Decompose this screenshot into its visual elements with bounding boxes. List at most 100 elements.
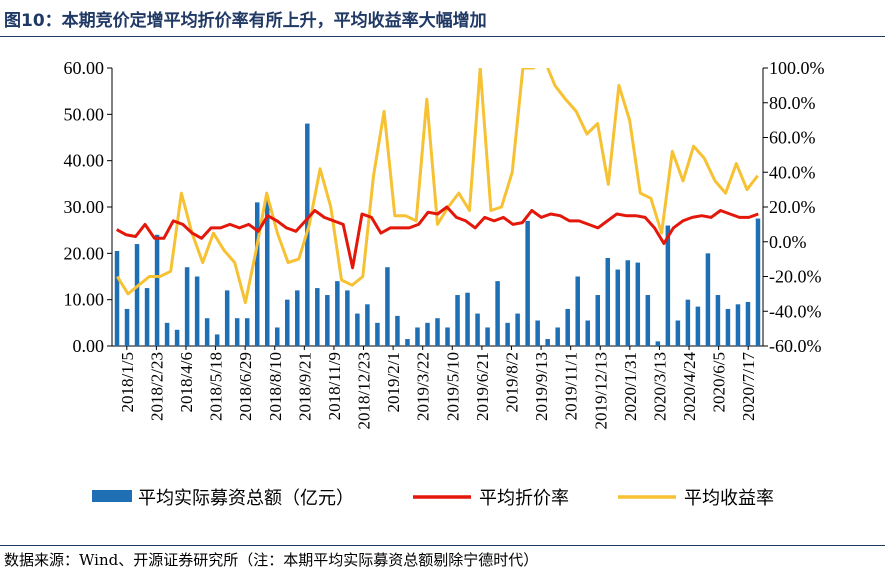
bar [605, 257, 611, 346]
x-tick-label: 2018/11/9 [325, 352, 344, 420]
bar [144, 288, 150, 346]
bar [665, 225, 671, 346]
x-tick-label: 2018/9/21 [295, 352, 314, 421]
bar [565, 308, 570, 346]
bar [435, 318, 440, 346]
left-tick-label: 60.00 [64, 58, 105, 78]
left-tick-label: 40.00 [64, 151, 105, 171]
right-tick-label: 100.0% [769, 58, 825, 78]
left-tick-label: 20.00 [64, 243, 105, 263]
x-tick-label: 2019/2/1 [384, 352, 403, 412]
bar [535, 320, 540, 346]
bar [575, 276, 580, 346]
combo-chart: 0.00 10.00 20.00 30.00 40.00 50.00 60.00 -60.0%… [64, 58, 825, 508]
x-tick-label: 2020/4/24 [680, 352, 699, 421]
right-tick-label: 60.0% [769, 128, 816, 148]
x-tick-label: 2018/12/23 [355, 352, 374, 429]
bar [445, 327, 450, 346]
bar [425, 322, 430, 346]
left-tick-label: 0.00 [73, 336, 105, 356]
left-tick-label: 10.00 [64, 290, 105, 310]
x-tick-label: 2019/11/1 [562, 352, 581, 420]
bar [295, 290, 300, 346]
x-tick-label: 2019/6/21 [473, 352, 492, 421]
bar [375, 322, 380, 346]
bar [735, 304, 741, 346]
x-tick-label: 2020/1/31 [621, 352, 640, 421]
x-tick-label: 2020/7/17 [739, 352, 758, 421]
right-tick-label: 0.0% [769, 232, 807, 252]
x-tick-label: 2019/5/10 [443, 352, 462, 421]
bar [405, 339, 410, 346]
x-tick-label: 2018/5/18 [207, 352, 226, 421]
x-tick-label: 2019/9/13 [532, 352, 551, 421]
bar [345, 290, 350, 346]
bar [174, 329, 180, 346]
bar [224, 290, 230, 346]
legend-label: 平均收益率 [684, 488, 774, 508]
bar [124, 308, 130, 346]
right-tick-label: -20.0% [769, 267, 822, 287]
figure-title: 图10：本期竞价定增平均折价率有所上升，平均收益率大幅增加 [4, 11, 487, 31]
bar [385, 267, 390, 346]
bar [395, 315, 400, 346]
bar [755, 218, 761, 346]
bar [685, 299, 691, 346]
right-tick-label: 40.0% [769, 162, 816, 182]
bar [285, 299, 290, 346]
bar [625, 260, 631, 346]
yield-line [116, 68, 759, 305]
bar [415, 327, 420, 346]
bar [645, 295, 651, 346]
x-tick-label: 2019/12/13 [591, 352, 610, 429]
bar [194, 276, 200, 346]
bar [114, 251, 120, 346]
bar [325, 295, 330, 346]
bar [695, 306, 701, 346]
bar [555, 327, 560, 346]
x-tick-label: 2020/3/13 [650, 352, 669, 421]
bar [204, 318, 210, 346]
x-tick-label: 2020/6/5 [710, 352, 729, 412]
bar [655, 341, 661, 346]
bar [475, 313, 480, 346]
bar [365, 304, 370, 346]
legend-label: 平均实际募资总额（亿元） [138, 488, 354, 508]
bar [134, 244, 140, 346]
bar [505, 322, 510, 346]
source-divider [0, 545, 885, 546]
right-tick-label: 80.0% [769, 93, 816, 113]
bar [485, 327, 490, 346]
discount-line [115, 205, 759, 270]
bar [675, 320, 681, 346]
bar [164, 322, 170, 346]
bar [264, 197, 270, 346]
bar [214, 334, 220, 346]
x-tick-label: 2019/3/22 [414, 352, 433, 421]
x-tick-label: 2018/6/29 [236, 352, 255, 421]
bar [545, 339, 550, 346]
x-tick-label: 2018/1/5 [118, 352, 137, 412]
left-tick-label: 30.00 [64, 197, 105, 217]
bar [715, 295, 721, 346]
x-tick-label: 2018/8/10 [266, 352, 285, 421]
legend-swatch-bar [92, 490, 132, 502]
bar [495, 281, 500, 346]
bar [275, 327, 280, 346]
bar [595, 295, 600, 346]
bar [234, 318, 240, 346]
bar [585, 320, 590, 346]
bar [184, 267, 190, 346]
bar [615, 269, 621, 346]
x-tick-label: 2018/4/6 [177, 352, 196, 412]
bar [355, 313, 360, 346]
bar [254, 202, 260, 346]
bar [635, 262, 641, 346]
right-tick-label: -40.0% [769, 301, 822, 321]
bar [154, 234, 160, 346]
x-tick-label: 2019/8/2 [502, 352, 521, 412]
bar [525, 220, 530, 346]
bar [315, 288, 320, 346]
bar [465, 292, 470, 346]
right-tick-label: -60.0% [769, 336, 822, 356]
